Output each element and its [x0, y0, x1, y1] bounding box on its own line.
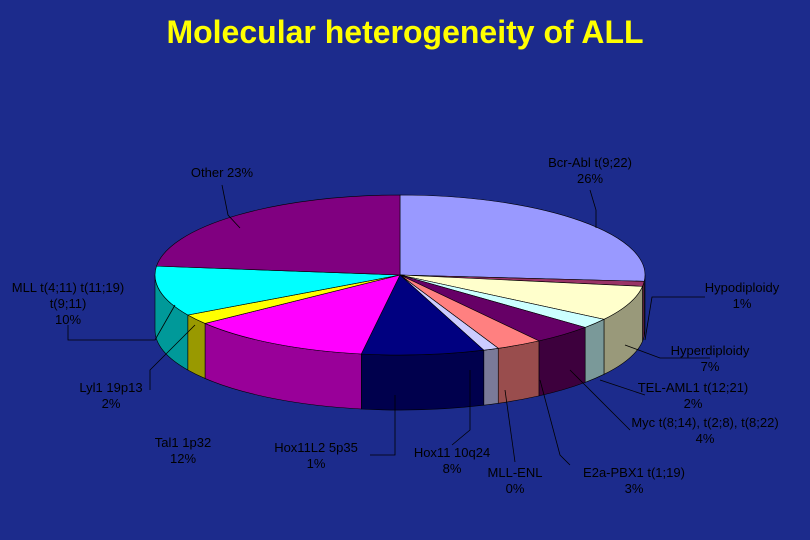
leader-line [504, 389, 516, 463]
pie-slice-side [483, 347, 499, 406]
leader-line [569, 369, 631, 431]
category-label: TEL-AML1 t(12;21) [637, 380, 749, 395]
pie-slice [154, 265, 401, 316]
value-label: 23% [227, 165, 254, 180]
category-label: Hypodiploidy [704, 280, 780, 295]
category-label: Hyperdiploidy [670, 343, 750, 358]
slice-label: Myc t(8;14), t(2;8), t(8;22) 4% [615, 415, 795, 447]
value-label: 1% [306, 456, 326, 471]
slice-label: Bcr-Abl t(9;22) 26% [535, 155, 645, 187]
value-label: 8% [442, 461, 462, 476]
category-label: Lyl1 19p13 [79, 380, 143, 395]
leader-line [221, 184, 241, 229]
value-label: 0% [505, 481, 525, 496]
pie-slice [399, 194, 646, 282]
pie-slice-side [497, 340, 540, 404]
value-label: 7% [700, 359, 720, 374]
slice-label: Tal1 1p32 12% [133, 435, 233, 467]
slice-label: Other 23% [157, 165, 287, 181]
pie-slice [360, 274, 485, 356]
category-label: Other [190, 165, 224, 180]
pie-slice [399, 274, 643, 320]
pie-slice-side [187, 314, 206, 379]
leader-line [67, 304, 176, 341]
leader-line [370, 395, 396, 456]
slice-label: TEL-AML1 t(12;21) 2% [633, 380, 753, 412]
chart-title: Molecular heterogeneity of ALL [166, 14, 644, 50]
pie-slice-side [584, 318, 605, 383]
slice-label: MLL-ENL 0% [475, 465, 555, 497]
value-label: 3% [624, 481, 644, 496]
value-label: 4% [695, 431, 715, 446]
category-label: E2a-PBX1 t(1;19) [583, 465, 685, 480]
leader-line [599, 379, 646, 396]
category-label: MLL t(4;11) t(11;19) t(9;11) [11, 280, 125, 311]
value-label: 12% [169, 451, 197, 466]
slice-label: Hyperdiploidy 7% [660, 343, 760, 375]
slice-label: MLL t(4;11) t(11;19) t(9;11) 10% [0, 280, 138, 328]
category-label: MLL-ENL [487, 465, 543, 480]
slice-label: Hox11 10q24 8% [402, 445, 502, 477]
leader-line [451, 370, 471, 446]
value-label: 10% [54, 312, 82, 327]
value-label: 2% [683, 396, 703, 411]
leader-line [539, 379, 571, 466]
slice-label: E2a-PBX1 t(1;19) 3% [574, 465, 694, 497]
slice-label: Hox11L2 5p35 1% [266, 440, 366, 472]
pie-slice-side [360, 349, 485, 411]
category-label: Myc t(8;14), t(2;8), t(8;22) [631, 415, 779, 430]
category-label: Hox11 10q24 [413, 445, 491, 460]
leader-line [624, 344, 710, 359]
leader-line [149, 324, 196, 390]
slice-label: Lyl1 19p13 2% [61, 380, 161, 412]
leader-line [589, 189, 597, 228]
category-label: Hox11L2 5p35 [274, 440, 358, 455]
category-label: Tal1 1p32 [154, 435, 212, 450]
value-label: 1% [732, 296, 752, 311]
category-label: Bcr-Abl t(9;22) [548, 155, 632, 170]
value-label: 26% [576, 171, 604, 186]
pie-slice [156, 194, 401, 276]
leader-line [644, 296, 705, 341]
slice-label: Hypodiploidy 1% [692, 280, 792, 312]
value-label: 2% [101, 396, 121, 411]
pie-slice [204, 274, 401, 355]
